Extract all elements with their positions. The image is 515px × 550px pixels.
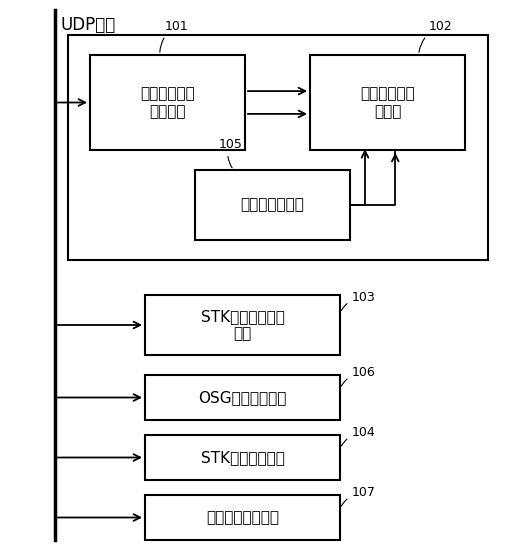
Text: UDP网络: UDP网络 [60, 16, 115, 34]
Text: 101: 101 [160, 20, 188, 52]
Text: 仿真数据存储模块: 仿真数据存储模块 [206, 510, 279, 525]
Text: 空间机器人动
力学模块: 空间机器人动 力学模块 [140, 86, 195, 119]
Text: 106: 106 [341, 366, 376, 386]
Text: STK三维显示模块: STK三维显示模块 [200, 450, 284, 465]
Bar [145, 295, 340, 355]
Text: 空间机器人控
制模块: 空间机器人控 制模块 [360, 86, 415, 119]
Bar [145, 375, 340, 420]
Text: 102: 102 [419, 20, 452, 52]
Bar [195, 170, 350, 240]
Bar [145, 495, 340, 540]
Bar [145, 435, 340, 480]
Text: 107: 107 [341, 487, 376, 506]
Bar [310, 55, 465, 150]
Text: OSG三维显示模块: OSG三维显示模块 [198, 390, 287, 405]
Bar [90, 55, 245, 150]
Text: 目标动力学模块: 目标动力学模块 [241, 197, 304, 212]
Text: 105: 105 [218, 138, 242, 168]
Text: STK长期轨道预报
模块: STK长期轨道预报 模块 [200, 309, 284, 341]
Text: 104: 104 [341, 426, 376, 446]
Text: 103: 103 [341, 291, 376, 311]
Bar [68, 35, 488, 260]
